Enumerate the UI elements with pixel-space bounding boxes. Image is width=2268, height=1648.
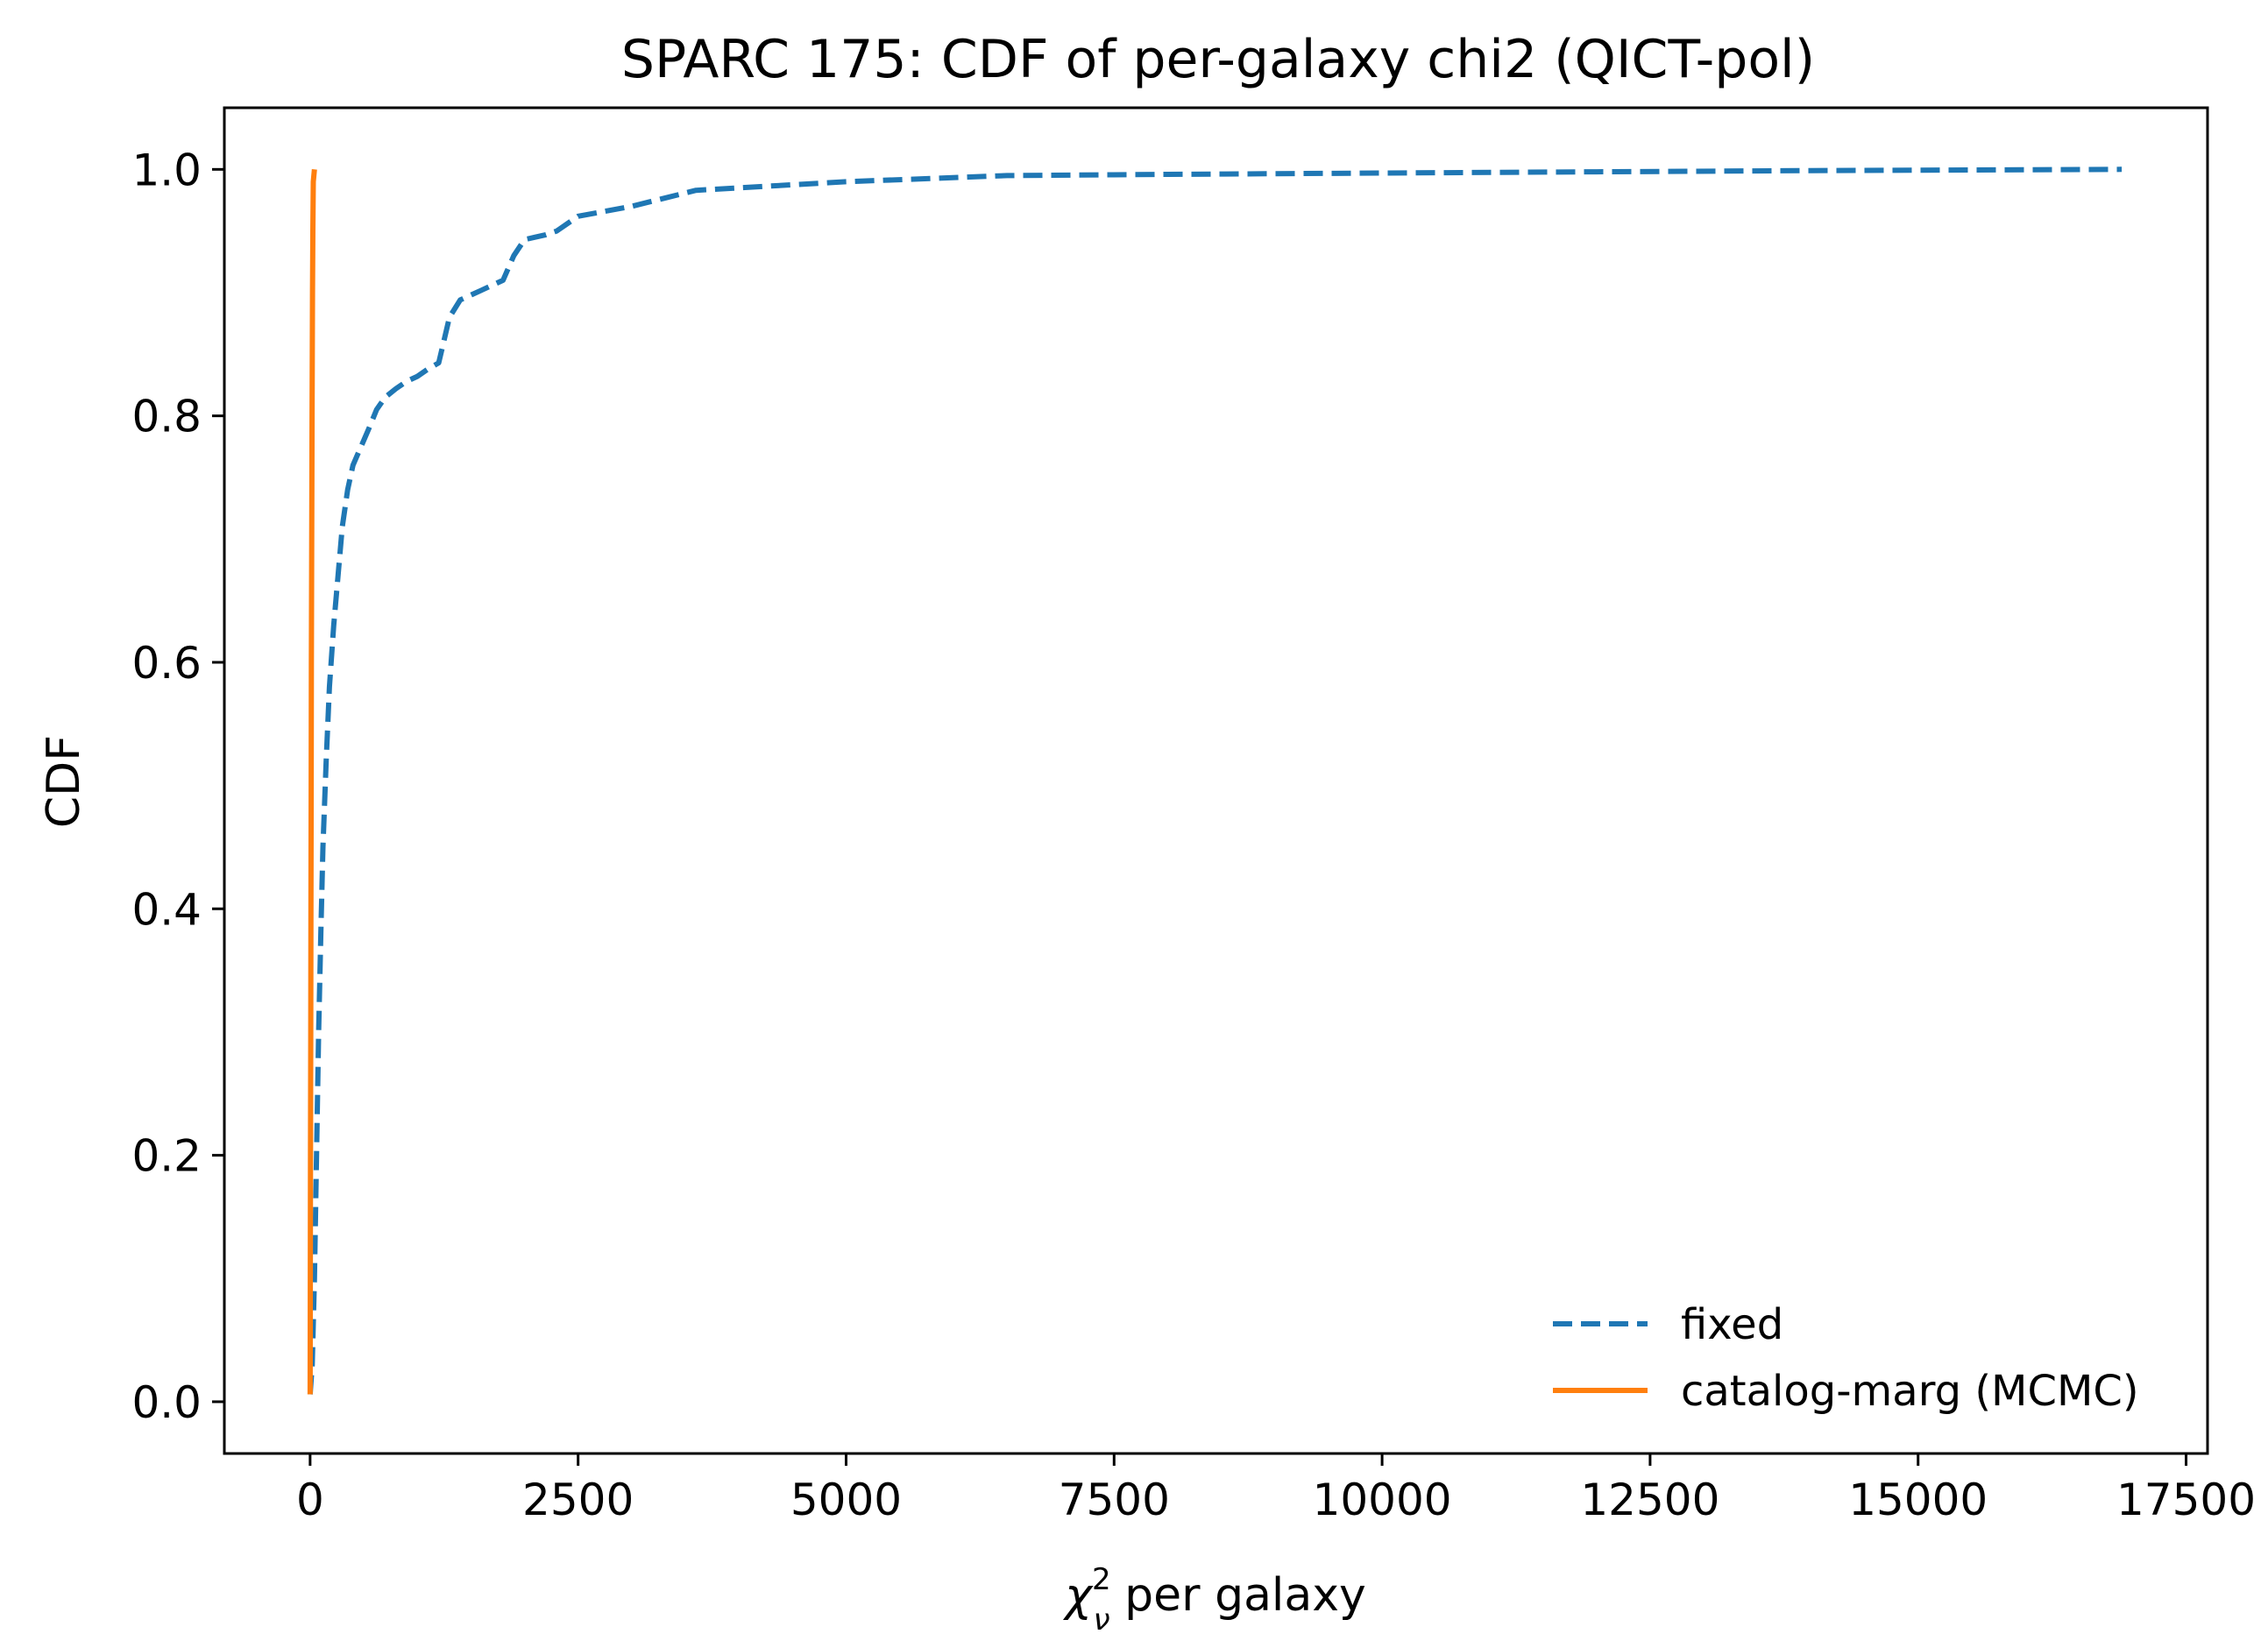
chart-title: SPARC 175: CDF of per-galaxy chi2 (QICT-… <box>621 29 1815 90</box>
y-tick-label: 0.4 <box>131 884 202 935</box>
x-tick-label: 15000 <box>1848 1475 1988 1525</box>
series-line-fixed <box>307 166 2123 1395</box>
legend-label-catalog-marg: catalog-marg (MCMC) <box>1681 1367 2139 1416</box>
x-tick-label: 17500 <box>2116 1475 2256 1525</box>
y-tick-label: 0.8 <box>131 392 202 442</box>
x-axis-label: χ2 ν per galaxy <box>1062 1562 1366 1637</box>
y-tick-label: 0.6 <box>131 638 202 689</box>
legend-label-fixed: fixed <box>1681 1300 1783 1349</box>
x-axis-label-subscript: ν <box>1094 1602 1110 1637</box>
y-tick-label: 0.2 <box>131 1131 202 1182</box>
y-axis-ticks: 0.0 0.2 0.4 0.6 0.8 1.0 <box>131 145 224 1428</box>
plot-frame <box>223 106 2209 1455</box>
x-tick-label: 12500 <box>1580 1475 1719 1525</box>
y-tick-label: 1.0 <box>131 145 202 195</box>
series-line-catalog-marg <box>307 169 317 1395</box>
y-axis-label: CDF <box>38 735 90 828</box>
x-axis-label-symbol: χ <box>1062 1569 1094 1622</box>
series-layer <box>307 166 2123 1395</box>
x-tick-label: 10000 <box>1313 1475 1452 1525</box>
x-axis-label-superscript: 2 <box>1092 1562 1111 1597</box>
x-tick-label: 5000 <box>790 1475 902 1525</box>
y-tick-label: 0.0 <box>131 1377 202 1428</box>
legend: fixed catalog-marg (MCMC) <box>1553 1300 2139 1416</box>
x-axis-ticks: 0 2500 5000 7500 10000 12500 15000 17500 <box>296 1453 2256 1525</box>
x-tick-label: 0 <box>296 1475 324 1525</box>
plot-area <box>223 106 2209 1455</box>
x-axis-label-text: per galaxy <box>1110 1569 1366 1622</box>
x-tick-label: 2500 <box>522 1475 634 1525</box>
x-tick-label: 7500 <box>1059 1475 1170 1525</box>
